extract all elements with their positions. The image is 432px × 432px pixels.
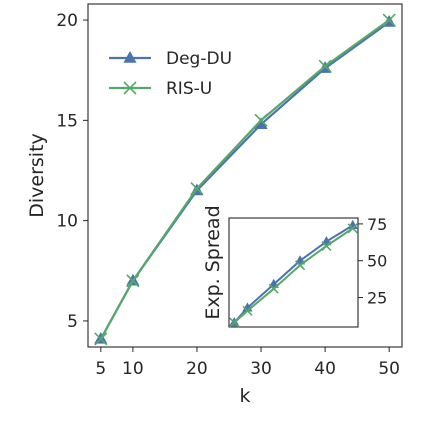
- inset-data-point-stroke-b: [295, 260, 306, 271]
- inset-y-axis-title: Exp. Spread: [202, 205, 224, 319]
- inset-data-point: [347, 223, 358, 234]
- legend-marker: [123, 50, 137, 63]
- series-line: [99, 19, 390, 340]
- data-point-stroke-b: [190, 181, 204, 196]
- inset-data-point-stroke-b: [229, 317, 240, 328]
- y-axis-title: Diversity: [26, 133, 48, 218]
- inset-data-point-stroke-b: [268, 283, 279, 294]
- x-axis-title: k: [239, 385, 250, 407]
- data-point: [254, 113, 268, 127]
- main-plot: 5 10 20 30 40 50 5 10 15 20 k Diversity Deg-DU RIS-U: [26, 3, 403, 407]
- x-tick-label: 10: [122, 359, 144, 379]
- y-tick-label: 15: [56, 111, 78, 131]
- x-tick-label: 20: [186, 359, 208, 379]
- data-point: [190, 181, 204, 196]
- series-ris-u: [94, 13, 396, 346]
- main-plot-frame: [87, 3, 403, 348]
- inset-data-point: [242, 305, 253, 316]
- data-point: [318, 59, 332, 73]
- inset-plot: 25 50 75 Exp. Spread: [202, 205, 387, 328]
- legend-label: Deg-DU: [166, 49, 232, 69]
- y-tick-label: 5: [67, 312, 78, 332]
- data-point: [382, 13, 396, 27]
- inset-data-point-stroke-b: [347, 223, 358, 234]
- inset-y-tick-label: 50: [367, 252, 387, 271]
- inset-series-ris-u: [229, 223, 358, 328]
- legend-label: RIS-U: [166, 79, 212, 99]
- x-tick-label: 50: [378, 359, 400, 379]
- data-point: [126, 274, 140, 288]
- data-point-stroke-b: [382, 13, 396, 27]
- data-point: [94, 332, 108, 346]
- legend: Deg-DU RIS-U: [109, 49, 232, 99]
- y-tick-label: 10: [56, 212, 78, 232]
- data-point-stroke-b: [94, 332, 108, 346]
- inset-data-point-stroke-b: [242, 305, 253, 316]
- inset-y-tick-label: 25: [367, 289, 387, 308]
- inset-data-point: [321, 240, 332, 252]
- inset-data-point: [229, 317, 240, 328]
- inset-data-point: [268, 283, 279, 294]
- data-point-stroke-b: [318, 59, 332, 73]
- inset-y-tick-label: 75: [367, 215, 387, 234]
- inset-data-point: [295, 260, 306, 271]
- inset-data-point-stroke-b: [321, 240, 332, 252]
- data-point-stroke-b: [126, 274, 140, 288]
- data-point-stroke-b: [254, 113, 268, 127]
- x-tick-label: 5: [95, 359, 106, 379]
- legend-marker: [123, 81, 137, 95]
- x-tick-label: 30: [250, 359, 272, 379]
- legend-marker-stroke-b: [123, 81, 137, 95]
- x-tick-label: 40: [314, 359, 336, 379]
- y-tick-label: 20: [56, 11, 78, 31]
